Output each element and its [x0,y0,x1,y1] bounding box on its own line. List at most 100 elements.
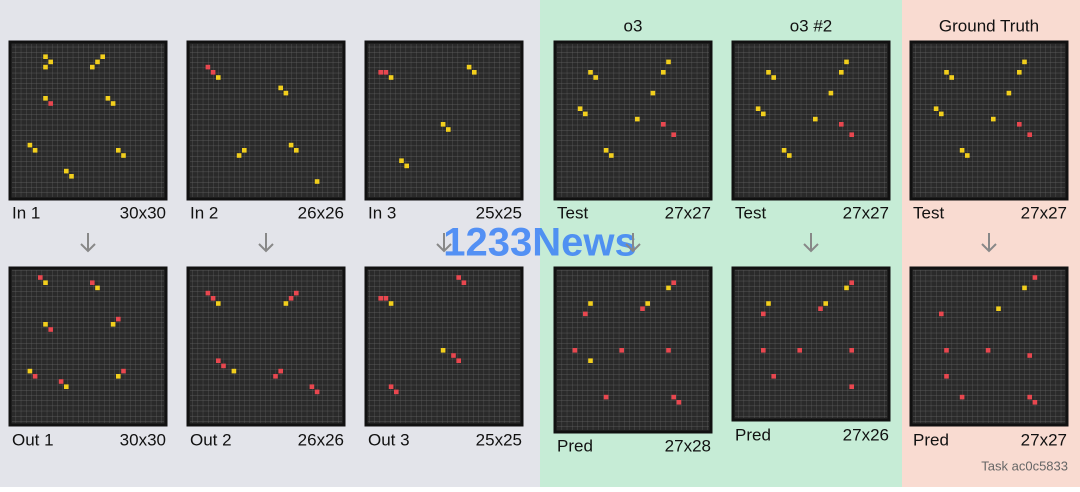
panel-size: 27x28 [665,436,711,455]
grid-cell [456,358,461,363]
grid-cell [278,368,283,374]
panel-label: Out 2 [190,430,232,449]
grid-cell [383,70,389,75]
panel-size: 27x27 [1021,203,1067,222]
grid-lines [735,270,887,418]
panel-label: Test [557,203,588,222]
grid-cell [288,296,294,301]
grid-cell [761,348,766,353]
grid-cell [440,348,446,353]
grid-cell [383,296,389,301]
grid-cell [645,301,650,306]
grid-cell [461,280,467,285]
grid-cell [771,374,776,379]
grid-cell [43,322,48,327]
grid-lines [913,44,1065,197]
grid-cell [939,311,944,317]
grid-cell [95,285,100,291]
header: o3 [624,16,643,35]
grid-cell [844,59,849,65]
grid-cell [116,316,121,322]
arrow [258,233,274,253]
grid-cell [64,168,69,174]
grid-cell [288,142,294,148]
grid-cell [583,311,588,317]
grid-cell [210,70,216,75]
grid-cell [378,70,383,75]
grid-lines [368,44,520,197]
grid-cell [603,394,609,400]
grid-cell [959,394,965,400]
grid-lines [12,44,164,197]
grid-cell [640,306,645,311]
grid-cell [661,122,666,127]
panel-label: Pred [557,436,593,455]
grid-lines [12,270,164,423]
grid-cell [294,148,299,153]
grid-cell [771,75,776,80]
grid-cell [839,122,844,127]
grid-cell [671,132,676,137]
panel-label: In 1 [12,203,40,222]
grid-cell [813,116,818,122]
grid-cell [949,75,954,80]
grid-cell [1022,285,1027,291]
grid-cell [27,142,33,148]
grid-cell [1017,122,1022,127]
grid-cell [933,106,939,111]
grid-cell [996,306,1001,311]
grid-cell [48,101,53,106]
arrow [803,233,819,253]
grid-cell [1027,132,1032,137]
grid-cell [388,75,394,80]
grid-cell [32,148,38,153]
grid-cell [965,153,970,158]
grid-cell [216,358,221,363]
grid-cell [399,158,404,163]
panels: In 1 30x30 In 2 26x26 In 3 25x25 Out 1 30x30 Out… [8,40,1069,455]
grid-cell [650,90,656,96]
grid-cell [32,374,38,379]
grid-cell [100,54,105,59]
grid-cell [378,296,383,301]
grid-cell [38,275,43,280]
grid-cell [121,368,126,374]
grid-cell [116,148,121,153]
grid-cell [446,127,451,132]
grid-cell [90,280,95,285]
grid-cell [48,327,53,332]
panel-size: 27x27 [665,203,711,222]
grid-cell [666,348,671,353]
grid-cell [619,348,624,353]
grid-cell [242,148,247,153]
grid-cell [766,301,771,306]
grid-cell [1017,70,1022,75]
grid-cell [781,148,787,153]
grid-cell [466,64,472,70]
grid-cell [472,70,477,75]
grid-cell [278,85,283,91]
grid-cell [43,64,48,70]
panel-size: 27x26 [843,425,889,444]
grid-cell [216,301,221,306]
grid-cell [314,179,320,184]
grid-cell [1022,59,1027,65]
grid-cell [210,296,216,301]
grid-cell [588,358,593,363]
grid-cell [48,59,53,65]
grid-cell [221,363,226,369]
panel-label: In 3 [368,203,396,222]
grid-cell [121,153,126,158]
grid-cell [849,280,854,285]
grid-cell [388,384,394,389]
grid-cell [603,148,609,153]
grid-lines [735,44,887,197]
grid-cell [90,64,95,70]
grid-cell [273,374,278,379]
grid-cell [588,301,593,306]
grid-lines [557,44,709,197]
grid-cell [231,368,237,374]
grid-cell [1006,90,1012,96]
grid-cell [671,394,676,400]
grid-cell [583,111,588,117]
